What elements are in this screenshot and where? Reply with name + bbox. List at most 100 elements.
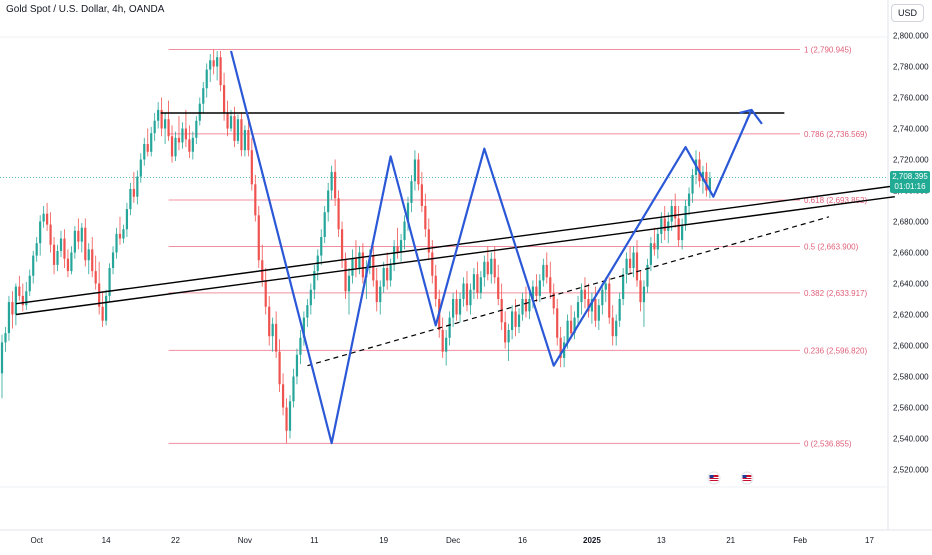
- time-axis[interactable]: Oct 14 22 Nov 11 19 Dec 16 2025 13 21 Feb 17: [30, 536, 874, 545]
- candle-body: [306, 305, 309, 318]
- fib-level-label: 0.5 (2,663.900): [804, 242, 859, 251]
- candle-body: [264, 280, 267, 307]
- fibonacci-retracement[interactable]: 1 (2,790.945) 0.786 (2,736.569) 0.618 (2,6…: [168, 46, 868, 449]
- candle-body: [188, 139, 191, 152]
- candle-body: [70, 252, 73, 272]
- fib-level-label: 0.382 (2,633.917): [804, 289, 867, 298]
- candle-body: [531, 286, 535, 299]
- candle-body: [379, 286, 382, 303]
- candle-body: [205, 69, 208, 89]
- candle-body: [160, 109, 163, 129]
- time-tick-label: Oct: [30, 536, 43, 545]
- candle-body: [410, 181, 413, 203]
- candle-body: [222, 85, 226, 113]
- candle-body: [601, 289, 604, 306]
- candle-body: [46, 213, 49, 225]
- us-flag-icon[interactable]: [707, 471, 721, 485]
- candle-body: [674, 206, 677, 219]
- candle-body: [226, 113, 229, 129]
- candle-body: [257, 215, 260, 261]
- candle-body: [139, 159, 142, 177]
- price-tick-label: 2,660.000: [893, 249, 929, 258]
- price-tick-label: 2,600.000: [893, 342, 929, 351]
- price-tick-label: 2,640.000: [893, 280, 929, 289]
- time-tick-label: 2025: [583, 536, 601, 545]
- symbol-title[interactable]: Gold Spot / U.S. Dollar, 4h, OANDA: [6, 4, 165, 15]
- candle-body: [170, 136, 174, 157]
- currency-button[interactable]: USD: [891, 4, 925, 22]
- candle-body: [21, 295, 24, 306]
- candle-body: [11, 302, 14, 315]
- candle-body: [552, 292, 555, 309]
- us-flag-icon[interactable]: [740, 471, 754, 485]
- candle-body: [198, 103, 201, 121]
- candle-body: [517, 314, 521, 327]
- candle-body: [587, 299, 590, 312]
- candle-body: [566, 320, 569, 343]
- candle-body: [556, 308, 559, 338]
- candle-body: [504, 322, 507, 343]
- candle-body: [157, 109, 160, 121]
- candle-body: [660, 218, 663, 234]
- candle-body: [576, 302, 580, 318]
- candle-body: [271, 323, 274, 337]
- price-tick-label: 2,800.000: [893, 32, 929, 41]
- ascending-trendline[interactable]: [15, 185, 895, 305]
- candle-body: [510, 311, 514, 330]
- candle-body: [254, 184, 257, 216]
- candle-body: [7, 302, 11, 334]
- candle-body: [334, 171, 337, 199]
- candle-body: [132, 188, 135, 197]
- price-axis[interactable]: 2,800.000 2,780.000 2,760.000 2,740.000 2,72…: [893, 32, 929, 475]
- candle-body: [625, 258, 628, 275]
- candle-body: [604, 283, 607, 290]
- candle-body: [337, 198, 340, 230]
- candle-body: [63, 238, 66, 259]
- projection-path[interactable]: [229, 50, 763, 445]
- candle-body: [236, 119, 240, 141]
- candle-body: [202, 88, 205, 104]
- price-tick-label: 2,520.000: [893, 466, 929, 475]
- candlestick-series: [0, 49, 711, 444]
- candle-body: [153, 120, 156, 134]
- fib-level-label: 0 (2,536.855): [804, 439, 852, 448]
- fib-level-label: 0.618 (2,693.852): [804, 196, 867, 205]
- candle-body: [493, 258, 496, 278]
- candle-body: [420, 184, 423, 206]
- candle-body: [445, 337, 448, 352]
- candle-body: [549, 277, 552, 293]
- candle-body: [635, 252, 639, 281]
- candle-body: [448, 317, 451, 338]
- candle-body: [375, 280, 378, 303]
- candle-body: [49, 224, 52, 245]
- candle-body: [465, 283, 469, 306]
- candle-body: [382, 268, 385, 287]
- candle-body: [559, 337, 562, 358]
- candle-body: [403, 221, 406, 241]
- dashed-support-line[interactable]: [307, 216, 830, 367]
- candle-body: [479, 277, 482, 293]
- price-tick-label: 2,780.000: [893, 63, 929, 72]
- candle-body: [628, 258, 632, 268]
- zigzag-projection[interactable]: [229, 50, 753, 445]
- candle-body: [535, 286, 538, 296]
- candle-body: [216, 57, 219, 67]
- candle-body: [136, 176, 139, 197]
- candle-body: [309, 289, 312, 306]
- price-tick-label: 2,560.000: [893, 404, 929, 413]
- candle-body: [52, 244, 56, 265]
- candle-body: [150, 133, 153, 152]
- candle-body: [247, 130, 250, 151]
- candle-body: [663, 218, 666, 231]
- candle-body: [431, 252, 434, 276]
- candle-body: [340, 229, 344, 261]
- economic-events[interactable]: [707, 471, 754, 485]
- candle-body: [250, 150, 253, 185]
- arrow-shaft: [750, 109, 763, 125]
- fib-level-label: 1 (2,790.945): [804, 46, 852, 55]
- candle-body: [94, 271, 97, 284]
- fib-level-label: 0.236 (2,596.820): [804, 346, 867, 355]
- candle-body: [677, 218, 680, 241]
